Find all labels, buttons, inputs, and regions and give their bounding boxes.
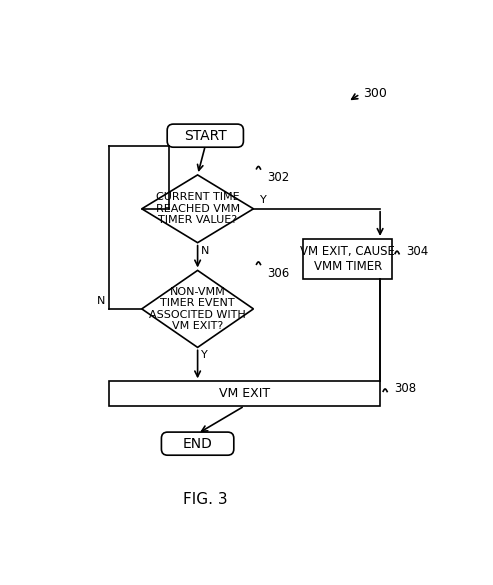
Text: END: END	[183, 436, 212, 450]
Text: 306: 306	[267, 267, 289, 280]
Text: 308: 308	[394, 383, 416, 395]
Text: Y: Y	[201, 350, 208, 360]
Text: NON-VMM
TIMER EVENT
ASSOCITED WITH
VM EXIT?: NON-VMM TIMER EVENT ASSOCITED WITH VM EX…	[149, 287, 246, 331]
Text: CURRENT TIME
REACHED VMM
TIMER VALUE?: CURRENT TIME REACHED VMM TIMER VALUE?	[156, 192, 240, 225]
Text: N: N	[97, 296, 105, 306]
Text: N: N	[201, 246, 209, 256]
FancyBboxPatch shape	[161, 432, 234, 455]
Text: VM EXIT: VM EXIT	[219, 387, 270, 400]
Polygon shape	[142, 270, 253, 347]
Text: 302: 302	[267, 171, 289, 184]
Polygon shape	[142, 175, 253, 243]
Text: 304: 304	[406, 245, 428, 257]
FancyBboxPatch shape	[167, 124, 244, 147]
Text: Y: Y	[260, 195, 266, 205]
Bar	[109, 381, 380, 406]
Text: VM EXIT, CAUSE
VMM TIMER: VM EXIT, CAUSE VMM TIMER	[300, 245, 395, 273]
Bar	[304, 239, 392, 279]
Text: FIG. 3: FIG. 3	[183, 491, 228, 507]
Text: 300: 300	[363, 87, 387, 100]
Text: START: START	[184, 129, 227, 143]
